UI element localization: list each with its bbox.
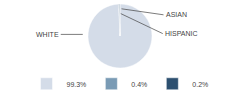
svg-text:99.3%: 99.3% <box>67 81 87 88</box>
svg-text:ASIAN: ASIAN <box>166 11 187 18</box>
svg-text:0.2%: 0.2% <box>192 81 208 88</box>
svg-text:HISPANIC: HISPANIC <box>165 30 198 37</box>
svg-text:0.4%: 0.4% <box>131 81 147 88</box>
svg-text:WHITE: WHITE <box>36 31 59 38</box>
